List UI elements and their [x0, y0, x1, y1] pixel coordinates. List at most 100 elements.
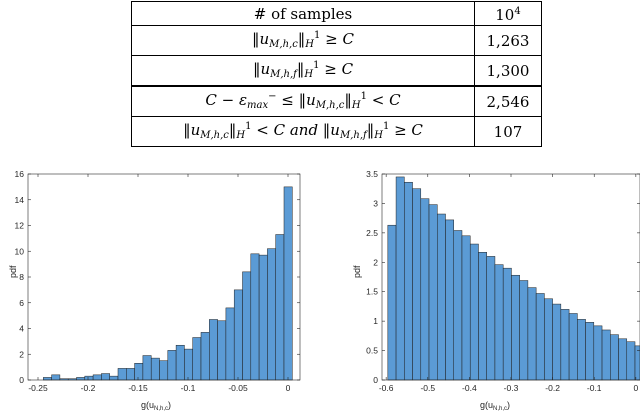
histogram-bar	[43, 377, 52, 381]
x-axis-label: g(uN,h,c)	[480, 400, 511, 412]
histogram-bar	[76, 377, 86, 381]
histogram-bar	[275, 234, 285, 381]
histogram-bar	[544, 298, 553, 381]
histogram-bar	[267, 248, 276, 381]
y-tick-label: 6	[19, 298, 24, 308]
histogram-bar	[610, 334, 619, 381]
x-tick-label: -0.05	[228, 383, 248, 393]
table-row: ‖uM,h,c‖H1 ≥ C 1,263	[131, 25, 542, 56]
row-label: # of samples	[131, 1, 475, 26]
row-label: ‖uM,h,c‖H1 ≥ C	[131, 25, 475, 56]
histogram-bar	[126, 368, 135, 381]
y-tick-label: 4	[19, 324, 24, 334]
y-tick-label: 0.5	[366, 346, 378, 356]
histogram-bar	[404, 181, 413, 381]
histogram-bar	[527, 287, 537, 381]
histogram-bar	[84, 375, 94, 381]
histogram-bar	[209, 319, 218, 381]
histogram-bar	[626, 341, 636, 381]
histogram-bar	[167, 350, 177, 381]
histogram-bar	[453, 230, 463, 381]
x-tick-label: 0	[633, 383, 638, 393]
histogram-bar	[387, 224, 397, 381]
histogram-bar	[233, 289, 243, 381]
histogram-left: -0.25 -0.2 -0.15 -0.1 -0.05 0 0 2 4 6 8 10 12 14 16 pd…	[0, 160, 320, 415]
histogram-bar	[200, 332, 210, 381]
y-tick-label: 2	[19, 349, 24, 359]
y-axis-label: pdf	[8, 265, 18, 278]
histogram-bar	[51, 374, 61, 381]
histogram-bar	[184, 348, 193, 381]
stats-table: # of samples 104 ‖uM,h,c‖H1 ≥ C 1,263 ‖u…	[131, 1, 542, 147]
histogram-right-svg: -0.6 -0.5 -0.4 -0.3 -0.2 -0.1 0 0 0.5 1 1.5 2 2.5 3 3.…	[366, 169, 640, 393]
row-label: ‖uM,h,f‖H1 ≥ C	[131, 55, 475, 87]
y-tick-label: 3.5	[366, 169, 378, 179]
histogram-bar	[175, 344, 185, 381]
histogram-bar	[577, 319, 586, 381]
y-tick-label: 12	[15, 221, 25, 231]
histogram-bar	[461, 235, 471, 381]
x-tick-label: -0.3	[504, 383, 519, 393]
histogram-bar	[535, 293, 545, 381]
y-tick-label: 14	[15, 195, 25, 205]
table-row: C − εmax− ≤ ‖uM,h,c‖H1 < C 2,546	[131, 85, 542, 117]
y-tick-label: 1.5	[366, 287, 378, 297]
histogram-bar	[142, 355, 152, 381]
row-value: 1,263	[474, 25, 542, 56]
histogram-bar	[217, 320, 227, 381]
histogram-bar	[159, 360, 169, 381]
histogram-bar	[560, 309, 570, 381]
x-tick-label: -0.15	[128, 383, 148, 393]
histogram-bar	[511, 274, 520, 381]
row-label: ‖uM,h,c‖H1 < C and ‖uM,h,f‖H1 ≥ C	[131, 116, 475, 147]
axes: -0.25 -0.2 -0.15 -0.1 -0.05 0 0 2 4 6 8 10 12 14 16	[15, 169, 301, 393]
histogram-bar	[283, 186, 293, 381]
y-tick-label: 0	[373, 375, 378, 385]
bars	[387, 176, 640, 381]
histogram-bar	[420, 198, 430, 381]
bars	[43, 186, 293, 381]
histogram-bar	[412, 188, 422, 381]
histogram-left-svg: -0.25 -0.2 -0.15 -0.1 -0.05 0 0 2 4 6 8 10 12 14 16	[15, 169, 301, 393]
y-tick-label: 8	[19, 272, 24, 282]
histogram-bar	[486, 256, 496, 381]
y-tick-label: 10	[15, 246, 25, 256]
histogram-bar	[618, 338, 628, 381]
y-tick-label: 0	[19, 375, 24, 385]
row-label: C − εmax− ≤ ‖uM,h,c‖H1 < C	[131, 85, 475, 117]
x-tick-label: -0.2	[545, 383, 560, 393]
histogram-bar	[478, 252, 487, 381]
table-row: ‖uM,h,c‖H1 < C and ‖uM,h,f‖H1 ≥ C 107	[131, 116, 542, 147]
histogram-right: -0.6 -0.5 -0.4 -0.3 -0.2 -0.1 0 0 0.5 1 1.5 2 2.5 3 3.…	[320, 160, 640, 415]
x-tick-label: -0.1	[587, 383, 602, 393]
x-tick-label: -0.1	[181, 383, 196, 393]
histogram-bar	[109, 375, 119, 381]
x-tick-label: -0.4	[462, 383, 477, 393]
histogram-bar	[634, 345, 640, 381]
histogram-bar	[395, 176, 405, 381]
histogram-bar	[552, 303, 562, 381]
row-value: 107	[474, 116, 542, 147]
axes: -0.6 -0.5 -0.4 -0.3 -0.2 -0.1 0 0 0.5 1 1.5 2 2.5 3 3.…	[366, 169, 640, 393]
histogram-bar	[101, 373, 110, 381]
y-tick-label: 2	[373, 257, 378, 267]
histogram-bar	[445, 219, 454, 381]
y-tick-label: 2.5	[366, 228, 378, 238]
table-row: ‖uM,h,f‖H1 ≥ C 1,300	[131, 55, 542, 87]
y-tick-label: 1	[373, 316, 378, 326]
histogram-bar	[585, 322, 595, 381]
histogram-bar	[568, 313, 578, 381]
histogram-bar	[428, 204, 438, 381]
row-value: 2,546	[474, 85, 542, 117]
y-axis-label: pdf	[352, 265, 362, 278]
histogram-bar	[192, 337, 202, 381]
histogram-bar	[593, 325, 603, 381]
histogram-bar	[134, 363, 144, 381]
histogram-bar	[258, 254, 268, 381]
histogram-bar	[242, 271, 252, 381]
x-tick-label: -0.6	[379, 383, 394, 393]
histogram-bar	[225, 307, 235, 381]
histogram-bar	[150, 357, 160, 381]
x-tick-label: -0.2	[81, 383, 96, 393]
x-tick-label: 0	[286, 383, 291, 393]
